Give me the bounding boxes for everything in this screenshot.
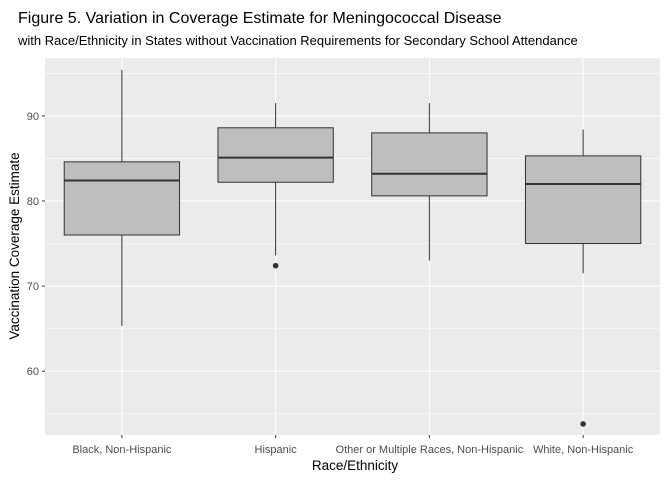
x-tick-label: Black, Non-Hispanic bbox=[72, 444, 172, 456]
box-3 bbox=[371, 103, 488, 261]
plot-panel bbox=[45, 58, 660, 435]
chart-title: Figure 5. Variation in Coverage Estimate… bbox=[18, 10, 502, 27]
box-2 bbox=[217, 103, 334, 269]
y-axis-ticks: 60 70 80 90 bbox=[27, 111, 45, 378]
outlier-point bbox=[272, 262, 279, 269]
y-tick-label: 90 bbox=[27, 111, 39, 123]
x-tick-label: White, Non-Hispanic bbox=[533, 444, 634, 456]
x-tick-label: Hispanic bbox=[255, 444, 298, 456]
x-axis-ticks: Black, Non-Hispanic Hispanic Other or Mult… bbox=[72, 435, 634, 456]
chart-subtitle: with Race/Ethnicity in States without Va… bbox=[17, 33, 578, 48]
box-4 bbox=[524, 129, 642, 427]
outlier-point bbox=[580, 421, 586, 427]
boxes-layer bbox=[63, 69, 642, 427]
y-axis-label: Vaccination Coverage Estimate bbox=[7, 152, 22, 339]
iqr-box bbox=[217, 127, 334, 183]
iqr-box bbox=[524, 155, 642, 245]
y-tick-label: 60 bbox=[27, 366, 39, 378]
x-axis-label: Race/Ethnicity bbox=[312, 458, 399, 473]
x-tick-label: Other or Multiple Races, Non-Hispanic bbox=[336, 444, 524, 456]
box-1 bbox=[63, 69, 181, 327]
y-tick-label: 70 bbox=[27, 281, 39, 293]
iqr-box bbox=[371, 132, 488, 197]
iqr-box bbox=[63, 161, 181, 236]
y-tick-label: 80 bbox=[27, 196, 39, 208]
